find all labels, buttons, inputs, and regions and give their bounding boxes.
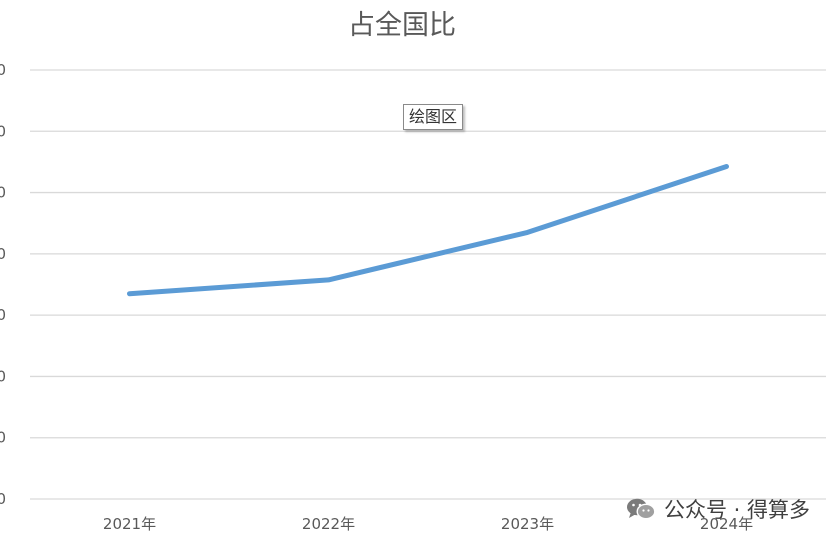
series-layer [127,164,729,297]
watermark-text: 公众号 · 得算多 [663,498,810,522]
y-tick-label: 0 [0,490,6,508]
x-axis-labels: 2021年 2022年 2023年 2024年 [103,515,753,533]
x-tick-label: 2021年 [103,515,156,533]
series-line [127,164,729,297]
chart-title: 占全国比 [348,10,456,41]
y-tick-label: 0 [0,122,6,140]
watermark: 公众号 · 得算多 [626,494,810,524]
y-tick-label: 0 [0,61,6,79]
y-tick-label: 0 [0,245,6,263]
y-axis-labels: 0 0 0 0 0 0 0 0 [0,61,6,508]
x-tick-label: 2024年 [700,515,753,533]
y-tick-label: 0 [0,184,6,202]
gridlines [30,69,826,500]
y-tick-label: 0 [0,429,6,447]
x-tick-label: 2022年 [302,515,355,533]
y-tick-label: 0 [0,306,6,324]
y-tick-label: 0 [0,367,6,385]
wechat-icon [626,498,656,520]
plot-area-tooltip: 绘图区 [403,104,464,130]
x-tick-label: 2023年 [501,515,554,533]
